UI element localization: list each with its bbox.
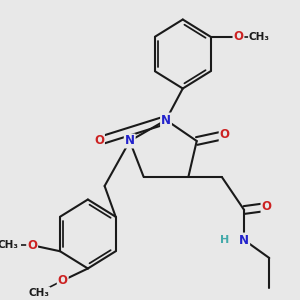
- Text: O: O: [94, 134, 104, 148]
- Text: N: N: [161, 113, 171, 127]
- Text: O: O: [233, 30, 244, 43]
- Text: H: H: [220, 235, 229, 245]
- Text: CH₃: CH₃: [0, 240, 19, 250]
- Text: O: O: [58, 274, 68, 287]
- Text: N: N: [125, 134, 135, 148]
- Text: CH₃: CH₃: [249, 32, 270, 42]
- Text: N: N: [239, 233, 249, 247]
- Text: CH₃: CH₃: [28, 287, 50, 298]
- Text: O: O: [27, 239, 37, 252]
- Text: O: O: [262, 200, 272, 214]
- Text: O: O: [220, 128, 230, 142]
